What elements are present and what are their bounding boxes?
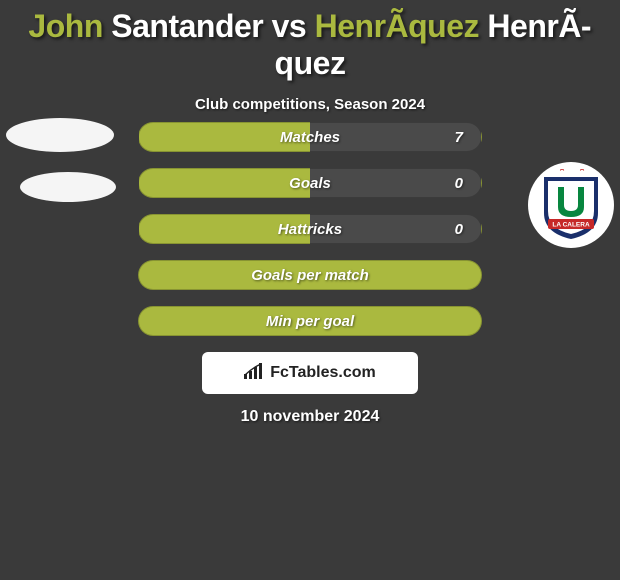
stat-value: 0 bbox=[455, 175, 463, 192]
stats-container: Matches 7 Goals 0 Hattricks 0 Goals per … bbox=[138, 122, 482, 352]
stat-label: Goals per match bbox=[251, 267, 369, 284]
stat-row-goals-per-match: Goals per match bbox=[138, 260, 482, 290]
svg-text:★: ★ bbox=[578, 169, 586, 173]
date-label: 10 november 2024 bbox=[0, 408, 620, 426]
stat-label: Hattricks bbox=[278, 221, 342, 238]
comparison-title: John Santander vs HenrÃ­quez HenrÃ­quez bbox=[0, 0, 620, 82]
player2-first: HenrÃ­quez bbox=[315, 8, 479, 44]
player2-club-badge: ★ ★ ★ LA CALERA bbox=[528, 162, 614, 248]
stat-row-min-per-goal: Min per goal bbox=[138, 306, 482, 336]
club-badge-circle: ★ ★ ★ LA CALERA bbox=[528, 162, 614, 248]
svg-text:★: ★ bbox=[558, 169, 566, 173]
stat-label: Matches bbox=[280, 129, 340, 146]
signal-bars-icon bbox=[244, 363, 264, 384]
la-calera-shield-icon: ★ ★ ★ LA CALERA bbox=[538, 169, 604, 241]
branding-badge[interactable]: FcTables.com bbox=[202, 352, 418, 394]
placeholder-oval-icon bbox=[6, 118, 114, 152]
stat-label: Goals bbox=[289, 175, 331, 192]
stat-label: Min per goal bbox=[266, 313, 354, 330]
stat-row-matches: Matches 7 bbox=[138, 122, 482, 152]
placeholder-oval-icon bbox=[20, 172, 116, 202]
stat-row-goals: Goals 0 bbox=[138, 168, 482, 198]
stat-value: 7 bbox=[455, 129, 463, 146]
stat-value: 0 bbox=[455, 221, 463, 238]
stat-row-hattricks: Hattricks 0 bbox=[138, 214, 482, 244]
vs-separator: vs bbox=[272, 8, 307, 44]
player1-first: John bbox=[28, 8, 102, 44]
svg-text:LA CALERA: LA CALERA bbox=[552, 222, 590, 229]
subtitle: Club competitions, Season 2024 bbox=[0, 96, 620, 113]
svg-text:★: ★ bbox=[568, 169, 576, 170]
player1-last: Santander bbox=[111, 8, 263, 44]
branding-text: FcTables.com bbox=[270, 364, 376, 382]
